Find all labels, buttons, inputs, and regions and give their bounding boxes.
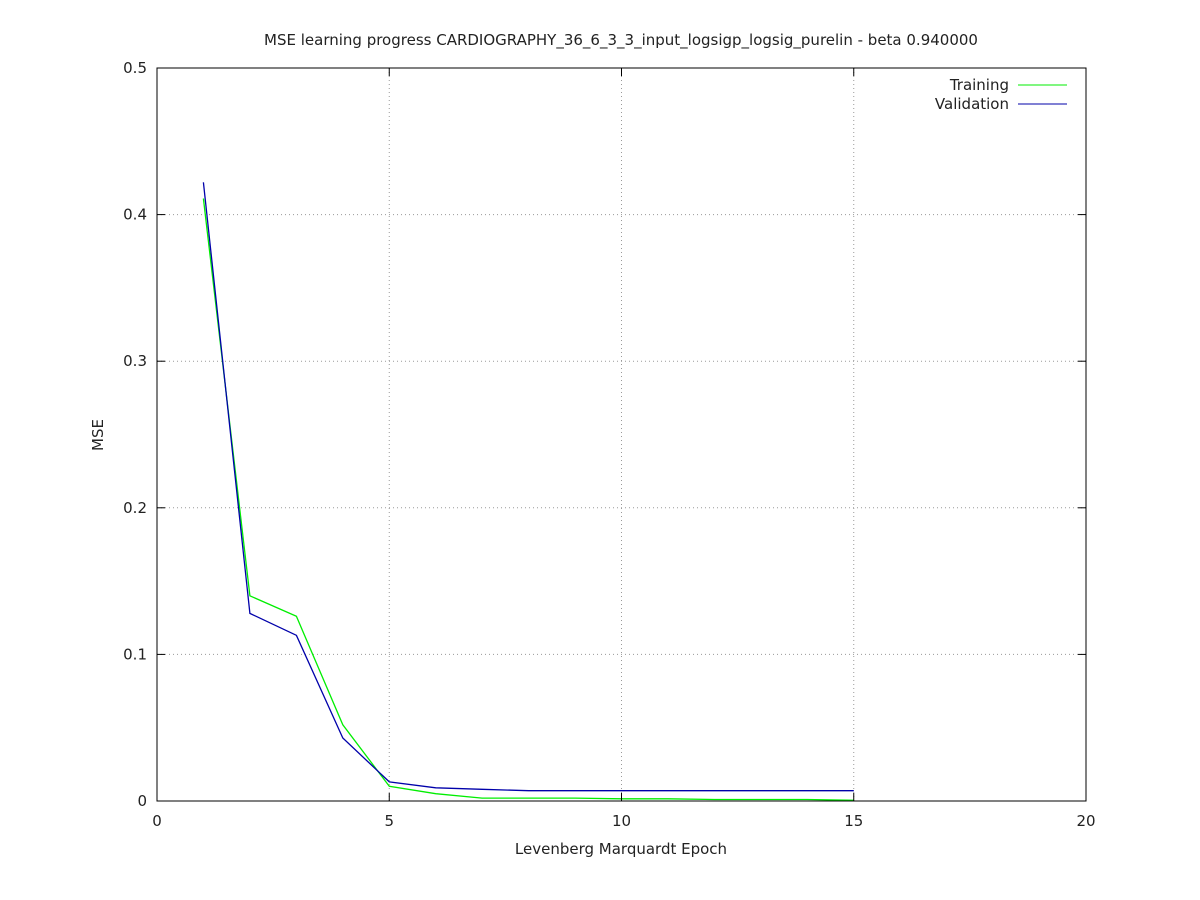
grid-layer: [157, 68, 1086, 801]
y-tick-label: 0.2: [123, 499, 147, 517]
series-line-validation: [202, 182, 854, 792]
x-tick-label: 5: [384, 812, 394, 830]
x-axis-label: Levenberg Marquardt Epoch: [515, 840, 727, 858]
plot-frame: [156, 67, 1087, 802]
series-line-training: [202, 198, 854, 801]
y-tick-label: 0: [137, 792, 147, 810]
x-tick-label: 10: [612, 812, 631, 830]
series-layer: [202, 182, 854, 801]
legend-label-validation: Validation: [935, 95, 1009, 113]
legend-label-training: Training: [949, 76, 1009, 94]
y-tick-label: 0.1: [123, 645, 147, 663]
y-tick-label: 0.4: [123, 206, 147, 224]
tick-layer: 0 5 10 15 20 0 0.1 0.2 0.3 0.4 0.5: [123, 59, 1095, 830]
y-tick-label: 0.5: [123, 59, 147, 77]
chart-title: MSE learning progress CARDIOGRAPHY_36_6_…: [264, 31, 978, 50]
y-tick-label: 0.3: [123, 352, 147, 370]
x-tick-label: 15: [844, 812, 863, 830]
y-axis-label: MSE: [89, 419, 107, 451]
x-tick-label: 0: [152, 812, 162, 830]
x-tick-label: 20: [1076, 812, 1095, 830]
